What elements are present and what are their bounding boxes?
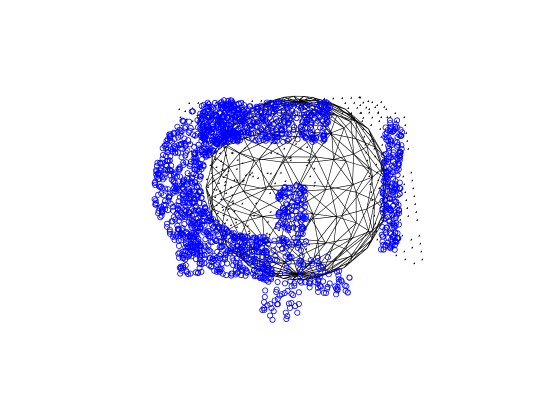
plot-canvas bbox=[0, 0, 560, 420]
